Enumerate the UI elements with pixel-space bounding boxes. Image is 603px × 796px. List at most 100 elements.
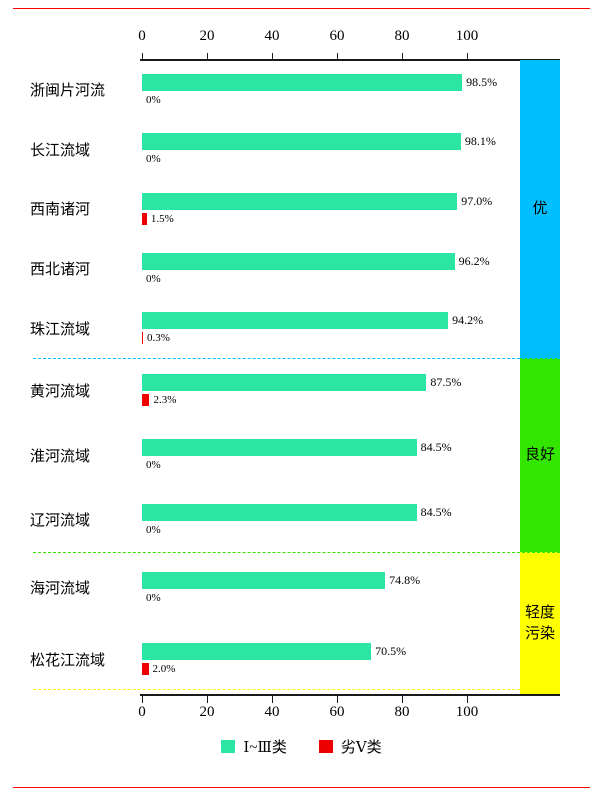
bottom-axis-tick xyxy=(466,696,468,703)
bar-row: 98.5% 0% xyxy=(142,60,560,120)
quality-band: 优 xyxy=(520,60,560,358)
bar-bad xyxy=(142,394,150,407)
good-bar-line: 98.1% xyxy=(142,133,560,151)
good-bar-line: 84.5% xyxy=(142,439,560,456)
band-column: 优良好 轻度污染 xyxy=(520,60,560,695)
good-bar-line: 98.5% xyxy=(142,73,560,91)
top-axis-tick-label: 60 xyxy=(329,28,345,44)
bar-bad xyxy=(142,332,143,345)
top-axis-tick xyxy=(271,53,273,60)
bar-value-label: 94.2% xyxy=(452,313,484,328)
category-text: 西北诸河 xyxy=(30,262,91,279)
bar-value-label: 98.1% xyxy=(464,134,496,149)
bar-good xyxy=(142,571,386,589)
category-text: 黄河流域 xyxy=(30,383,91,400)
bar-value-label: 87.5% xyxy=(430,375,462,390)
bar-good xyxy=(142,439,417,456)
category-label: 浙闽片河流 xyxy=(30,60,136,120)
bar-value-label: 0% xyxy=(146,591,161,604)
bad-bar-line: 0.3% xyxy=(142,332,560,345)
bar-value-label: 0% xyxy=(146,93,161,106)
bad-bar-line: 2.0% xyxy=(142,663,560,676)
category-text: 松花江流域 xyxy=(30,652,106,669)
bottom-axis-tick-label: 80 xyxy=(394,704,410,720)
category-label: 长江流域 xyxy=(30,120,136,180)
bar-row: 87.5% 2.3% xyxy=(142,358,560,423)
legend-item-bad: 劣Ⅴ类 xyxy=(318,736,382,757)
bad-bar-line: 0% xyxy=(142,273,560,285)
category-text: 珠江流域 xyxy=(30,321,91,338)
category-label: 珠江流域 xyxy=(30,298,136,358)
category-text: 辽河流域 xyxy=(30,513,91,530)
legend-item-good: Ⅰ~Ⅲ类 xyxy=(221,736,287,757)
good-bar-line: 87.5% xyxy=(142,374,560,392)
quality-band: 良好 xyxy=(520,358,560,552)
legend-swatch-good xyxy=(221,740,236,753)
bar-value-label: 98.5% xyxy=(466,74,498,89)
group-separator xyxy=(33,689,560,690)
good-bar-line: 84.5% xyxy=(142,503,560,521)
bar-value-label: 0% xyxy=(146,272,161,285)
bar-good xyxy=(142,252,455,270)
bar-good xyxy=(142,503,417,521)
bar-group: 98.5% 0% 98.1% 0% 97.0% 1.5% 96.2% 0% 94.2% 0.3% xyxy=(142,60,560,358)
bar-value-label: 74.8% xyxy=(389,572,421,587)
bad-bar-line: 1.5% xyxy=(142,212,560,225)
bottom-axis-line xyxy=(140,694,560,696)
bottom-axis-tick-label: 20 xyxy=(199,704,215,720)
good-bar-line: 97.0% xyxy=(142,192,560,210)
legend-label-bad: 劣Ⅴ类 xyxy=(340,740,382,756)
bar-value-label: 96.2% xyxy=(458,253,490,268)
bad-bar-line: 0% xyxy=(142,153,560,165)
top-axis-tick-label: 20 xyxy=(199,28,215,44)
bottom-axis-tick xyxy=(206,696,208,703)
bad-bar-line: 0% xyxy=(142,524,560,536)
category-text: 西南诸河 xyxy=(30,202,91,219)
quality-band: 轻度污染 xyxy=(520,552,560,695)
bar-row: 84.5% 0% xyxy=(142,423,560,488)
bar-group: 87.5% 2.3% 84.5% 0% 84.5% 0% xyxy=(142,358,560,552)
top-axis-line xyxy=(140,59,560,61)
bar-good xyxy=(142,312,449,330)
legend: Ⅰ~Ⅲ类 劣Ⅴ类 xyxy=(0,736,603,757)
band-label: 优 xyxy=(532,200,548,217)
bottom-red-rule xyxy=(13,787,590,788)
bar-value-label: 0% xyxy=(146,153,161,166)
bar-good xyxy=(142,192,458,210)
bar-value-label: 2.3% xyxy=(153,394,177,407)
category-text: 淮河流域 xyxy=(30,448,91,465)
bar-good xyxy=(142,374,427,392)
bottom-axis-tick-label: 40 xyxy=(264,704,280,720)
top-axis-tick xyxy=(401,53,403,60)
bottom-axis-tick xyxy=(271,696,273,703)
category-label: 西北诸河 xyxy=(30,239,136,299)
bar-good xyxy=(142,73,463,91)
good-bar-line: 70.5% xyxy=(142,643,560,661)
category-text: 浙闽片河流 xyxy=(30,83,106,100)
bar-value-label: 97.0% xyxy=(461,193,493,208)
group-separator xyxy=(33,552,560,553)
top-axis-tick-label: 40 xyxy=(264,28,280,44)
category-label: 淮河流域 xyxy=(30,423,136,488)
bar-value-label: 70.5% xyxy=(375,644,407,659)
bar-good xyxy=(142,133,461,151)
bad-bar-line: 0% xyxy=(142,459,560,471)
category-label: 松花江流域 xyxy=(30,624,136,696)
legend-swatch-bad xyxy=(318,740,333,753)
bar-row: 96.2% 0% xyxy=(142,239,560,299)
good-bar-line: 96.2% xyxy=(142,252,560,270)
category-text: 长江流域 xyxy=(30,142,91,159)
category-label: 海河流域 xyxy=(30,552,136,624)
legend-label-good: Ⅰ~Ⅲ类 xyxy=(243,740,287,756)
bar-row: 94.2% 0.3% xyxy=(142,298,560,358)
bar-good xyxy=(142,643,372,661)
top-axis-tick-label: 80 xyxy=(394,28,410,44)
category-label: 辽河流域 xyxy=(30,487,136,552)
bar-bad xyxy=(142,663,149,676)
good-bar-line: 74.8% xyxy=(142,571,560,589)
top-axis-tick xyxy=(206,53,208,60)
category-label: 西南诸河 xyxy=(30,179,136,239)
bar-value-label: 84.5% xyxy=(420,504,452,519)
bar-row: 98.1% 0% xyxy=(142,120,560,180)
